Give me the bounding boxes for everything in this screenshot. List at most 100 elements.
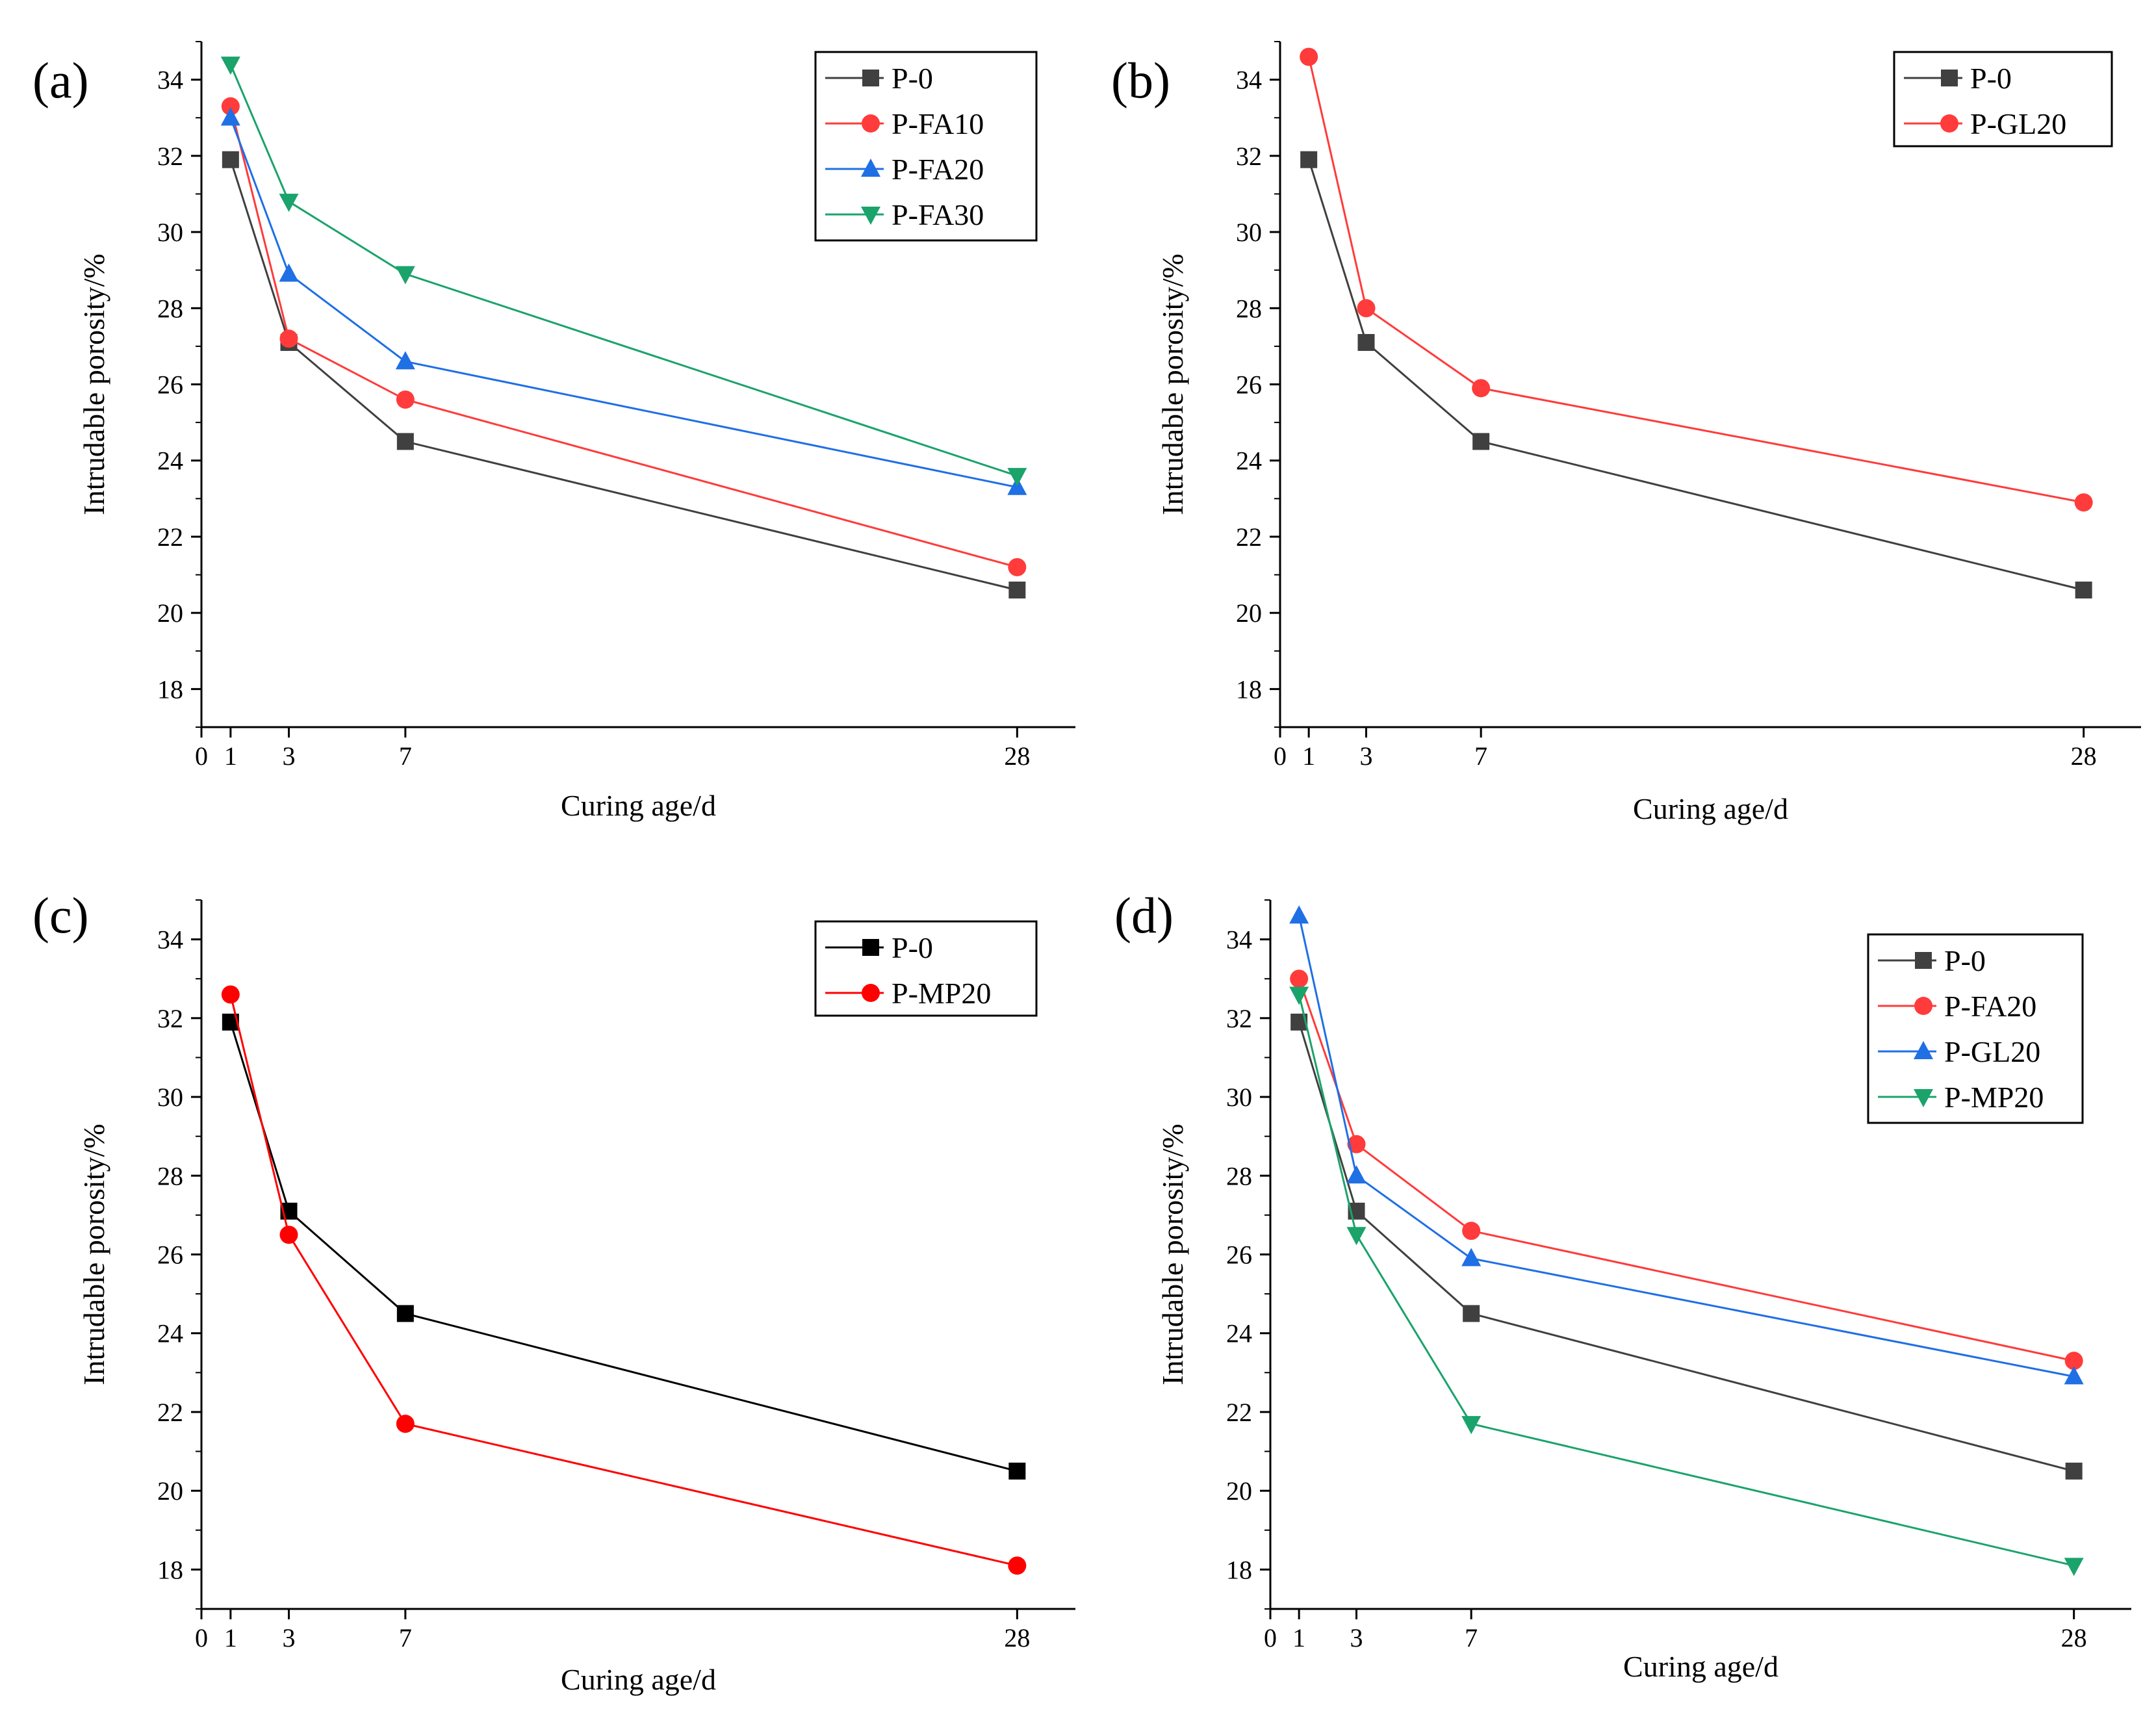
data-point: [396, 390, 415, 409]
series-line: [229, 64, 1018, 477]
data-point: [2064, 1558, 2084, 1576]
series-p-gl20: [1289, 905, 2084, 1385]
legend-box: [814, 51, 1038, 242]
x-tick-label: 28: [2071, 741, 2097, 771]
series-line: [1298, 915, 2074, 1378]
data-point: [1346, 1165, 1367, 1184]
data-point: [222, 151, 239, 168]
y-tick-label: 30: [157, 1083, 183, 1112]
series-p-fa10: [221, 97, 1027, 576]
data-point: [279, 1226, 298, 1244]
y-tick-label: 24: [1226, 1319, 1252, 1348]
y-tick-label: 20: [1236, 598, 1262, 628]
x-axis-title: Curing age/d: [1633, 792, 1788, 825]
x-tick-label: 0: [1274, 741, 1287, 771]
panel-label: (c): [32, 887, 89, 944]
x-tick-label: 1: [224, 741, 237, 771]
panel-label: (b): [1111, 52, 1170, 109]
legend-label: P-0: [1970, 62, 2012, 95]
x-tick-label: 3: [283, 1623, 296, 1652]
x-tick-label: 0: [195, 1623, 208, 1652]
y-tick-label: 26: [1236, 370, 1262, 400]
series-p-fa30: [220, 57, 1027, 487]
y-tick-label: 28: [157, 294, 183, 323]
series-line: [229, 994, 1018, 1567]
x-tick-label: 7: [1465, 1623, 1478, 1652]
y-tick-label: 18: [157, 675, 183, 704]
data-point: [221, 97, 240, 116]
data-point: [1008, 1462, 1026, 1480]
y-tick-label: 22: [1236, 522, 1262, 552]
legend-marker: [1914, 997, 1932, 1015]
legend-marker: [861, 207, 880, 225]
series-p-fa20: [1290, 970, 2083, 1370]
data-point: [396, 1415, 415, 1433]
y-tick-label: 20: [157, 598, 183, 628]
x-tick-label: 3: [283, 741, 296, 771]
series-line: [229, 1022, 1018, 1472]
series-p-gl20: [1300, 47, 2093, 512]
y-tick-label: 30: [1236, 218, 1262, 247]
y-tick-label: 22: [1226, 1398, 1252, 1427]
series-line: [1307, 159, 2085, 591]
data-point: [1357, 334, 1375, 352]
legend-label: P-0: [892, 62, 933, 95]
data-point: [1300, 151, 1318, 168]
y-tick-label: 28: [1226, 1161, 1252, 1190]
data-point: [1008, 1556, 1027, 1575]
data-point: [1347, 1135, 1366, 1153]
legend-label: P-0: [1944, 944, 1986, 977]
y-tick-label: 32: [157, 1004, 183, 1033]
legend-label: P-GL20: [1970, 107, 2066, 140]
data-point: [395, 266, 415, 285]
legend-marker: [1940, 114, 1958, 133]
data-point: [2064, 1352, 2083, 1370]
y-tick-label: 32: [157, 142, 183, 171]
data-point: [1289, 905, 1309, 924]
legend-label: P-GL20: [1944, 1035, 2040, 1068]
series-line: [229, 159, 1018, 591]
data-point: [1472, 379, 1491, 398]
y-tick-label: 24: [157, 1319, 183, 1348]
legend: P-0 P-FA10 P-FA20 P-FA30: [814, 51, 1038, 242]
legend-label: P-FA20: [1944, 990, 2036, 1023]
panel-label: (d): [1114, 887, 1174, 944]
y-axis-title: Intrudable porosity/%: [77, 1124, 110, 1385]
data-point: [1346, 1227, 1367, 1246]
legend-marker: [1915, 952, 1932, 969]
x-tick-label: 0: [1264, 1623, 1277, 1652]
x-tick-label: 7: [399, 741, 412, 771]
y-tick-label: 22: [157, 522, 183, 552]
x-tick-label: 1: [224, 1623, 237, 1652]
data-point: [279, 329, 298, 348]
legend-marker: [1914, 1041, 1933, 1059]
y-tick-label: 20: [157, 1476, 183, 1506]
series-p-mp20: [1289, 986, 2084, 1576]
data-point: [220, 57, 240, 75]
series-p-0: [222, 1013, 1026, 1480]
data-point: [279, 263, 299, 282]
data-point: [1289, 986, 1309, 1005]
data-point: [2065, 1462, 2083, 1480]
x-tick-label: 28: [1004, 741, 1030, 771]
y-tick-label: 18: [1236, 675, 1262, 704]
series-p-mp20: [221, 985, 1027, 1575]
legend-label: P-FA20: [892, 153, 984, 186]
data-point: [279, 194, 299, 212]
data-point: [2064, 1366, 2084, 1385]
x-tick-label: 28: [2061, 1623, 2087, 1652]
y-tick-label: 26: [157, 370, 183, 400]
data-point: [1472, 433, 1490, 450]
y-tick-label: 34: [1226, 925, 1252, 955]
legend-label: P-0: [892, 931, 933, 964]
chart-panel-2: (b) 18 20 22 24 26 28 30 32 34 0 1 3 7 28 Curing age/d I…: [1111, 41, 2141, 825]
y-tick-label: 28: [157, 1161, 183, 1190]
data-point: [2074, 493, 2093, 512]
series-line: [1307, 57, 2084, 504]
legend-marker: [861, 159, 880, 177]
y-tick-label: 34: [157, 66, 183, 95]
legend-label: P-FA10: [892, 107, 984, 140]
legend-box: [814, 920, 1038, 1017]
x-axis-title: Curing age/d: [561, 1663, 716, 1696]
legend-marker: [862, 70, 879, 86]
